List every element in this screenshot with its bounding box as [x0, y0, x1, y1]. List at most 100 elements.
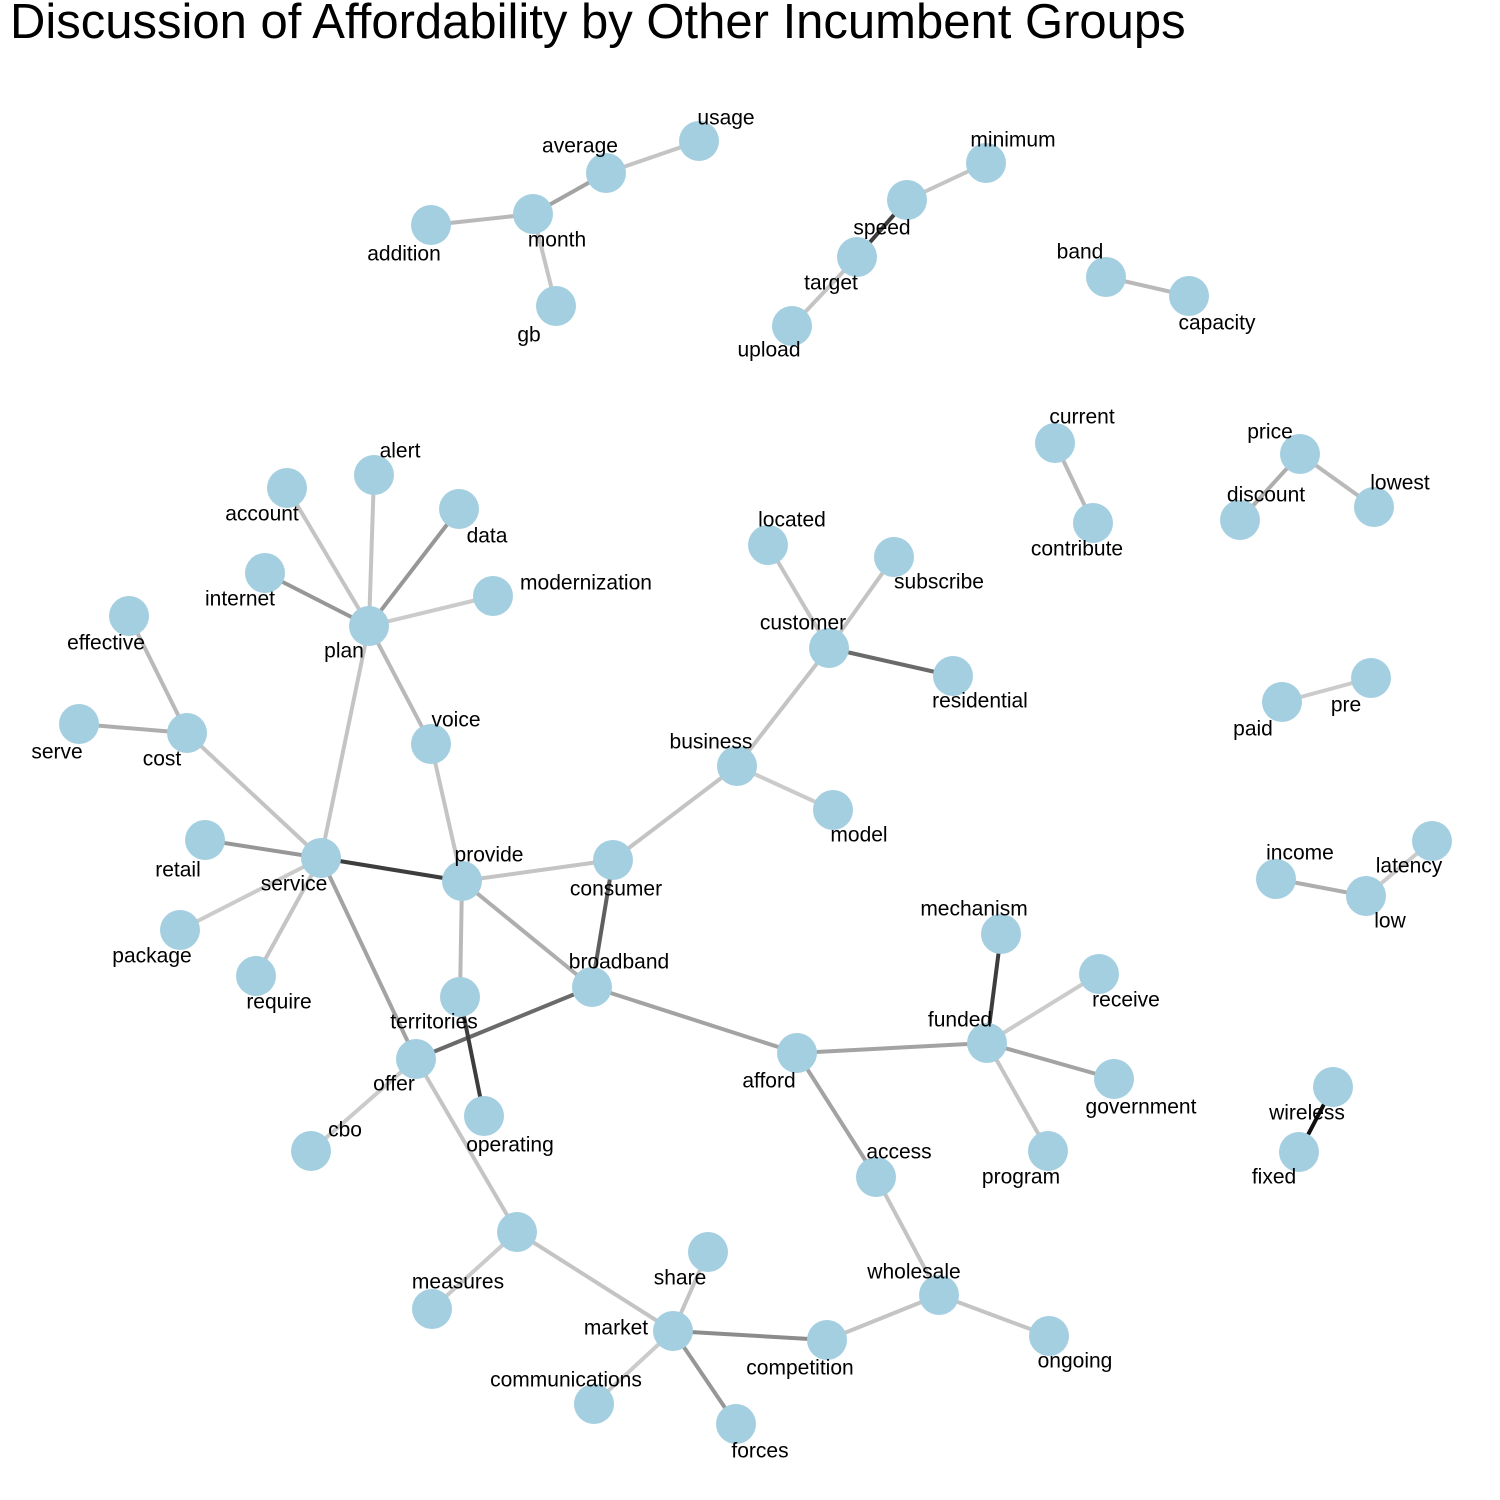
- node-label-latency: latency: [1376, 855, 1443, 878]
- node-label-plan: plan: [324, 640, 364, 663]
- node-communications: [574, 1384, 614, 1424]
- node-label-upload: upload: [737, 339, 800, 362]
- node-label-provide: provide: [455, 844, 524, 867]
- node-label-fixed: fixed: [1252, 1166, 1296, 1189]
- node-territories: [440, 977, 480, 1017]
- edge-measures_top-market: [515, 1230, 675, 1333]
- edge-offer-measures_top: [414, 1057, 519, 1234]
- node-ongoing: [1029, 1316, 1069, 1356]
- node-business: [717, 746, 757, 786]
- node-current: [1035, 423, 1075, 463]
- node-label-territories: territories: [390, 1011, 478, 1034]
- edge-service-package: [179, 856, 322, 932]
- node-income: [1256, 859, 1296, 899]
- page-title: Discussion of Affordability by Other Inc…: [10, 0, 1186, 49]
- node-label-low: low: [1374, 910, 1406, 933]
- node-cbo: [291, 1131, 331, 1171]
- node-alert: [354, 455, 394, 495]
- node-label-internet: internet: [205, 588, 275, 611]
- node-measures-top: [497, 1212, 537, 1252]
- edge-cost-service: [185, 731, 323, 860]
- node-label-modernization: modernization: [520, 572, 652, 595]
- node-model: [813, 790, 853, 830]
- edge-broadband-afford: [591, 985, 798, 1055]
- node-label-retail: retail: [155, 859, 201, 882]
- edge-provide-broadband: [460, 879, 594, 989]
- node-label-paid: paid: [1233, 718, 1273, 741]
- edge-funded-program: [985, 1042, 1050, 1152]
- node-funded: [967, 1023, 1007, 1063]
- node-band: [1086, 257, 1126, 297]
- node-label-model: model: [830, 824, 887, 847]
- node-fixed: [1279, 1132, 1319, 1172]
- node-label-addition: addition: [367, 243, 441, 266]
- labels-layer: usage average month addition gb minimum speed t…: [31, 107, 1442, 1463]
- node-account: [267, 468, 307, 508]
- node-label-require: require: [246, 991, 311, 1014]
- edge-provide-consumer: [461, 858, 614, 883]
- node-label-broadband: broadband: [569, 951, 669, 974]
- node-operating: [464, 1096, 504, 1136]
- node-lowest: [1354, 487, 1394, 527]
- edge-competition-wholesale: [826, 1293, 940, 1342]
- node-label-funded: funded: [928, 1009, 992, 1032]
- edge-modernization-plan: [368, 594, 494, 628]
- node-speed: [887, 180, 927, 220]
- node-government: [1094, 1059, 1134, 1099]
- node-label-wireless: wireless: [1268, 1102, 1345, 1125]
- edge-customer-residential: [828, 646, 954, 678]
- node-label-customer: customer: [760, 612, 846, 635]
- node-mechanism: [981, 914, 1021, 954]
- node-label-band: band: [1057, 241, 1104, 264]
- node-consumer: [593, 840, 633, 880]
- node-subscribe: [874, 537, 914, 577]
- edge-broadband-offer: [415, 985, 593, 1061]
- edge-access-wholesale: [874, 1176, 941, 1296]
- node-label-offer: offer: [373, 1073, 415, 1096]
- node-afford: [777, 1033, 817, 1073]
- edge-data-plan: [367, 507, 461, 628]
- node-addition: [411, 205, 451, 245]
- node-competition: [807, 1320, 847, 1360]
- node-label-average: average: [542, 135, 618, 158]
- node-upload: [772, 306, 812, 346]
- node-label-receive: receive: [1092, 989, 1160, 1012]
- node-wireless: [1313, 1067, 1353, 1107]
- node-usage: [679, 121, 719, 161]
- node-program: [1028, 1131, 1068, 1171]
- node-label-package: package: [112, 945, 191, 968]
- node-label-capacity: capacity: [1178, 312, 1256, 335]
- node-paid: [1262, 682, 1302, 722]
- node-modernization: [473, 576, 513, 616]
- node-label-income: income: [1266, 842, 1334, 865]
- node-cost: [167, 713, 207, 753]
- node-customer: [809, 628, 849, 668]
- node-label-located: located: [758, 509, 826, 532]
- edge-voice-provide: [429, 743, 464, 882]
- edge-plan-service: [319, 625, 371, 859]
- node-pre: [1351, 658, 1391, 698]
- node-label-cbo: cbo: [328, 1119, 362, 1142]
- node-measures: [412, 1289, 452, 1329]
- edge-service-offer: [319, 857, 418, 1060]
- edge-consumer-broadband: [590, 859, 615, 988]
- node-access: [856, 1157, 896, 1197]
- node-contribute: [1073, 503, 1113, 543]
- node-label-communications: communications: [490, 1369, 642, 1392]
- node-forces: [716, 1404, 756, 1444]
- node-label-share: share: [654, 1267, 707, 1290]
- node-plan: [349, 606, 389, 646]
- node-label-business: business: [670, 731, 753, 754]
- node-label-gb: gb: [517, 324, 540, 347]
- node-wholesale: [919, 1275, 959, 1315]
- node-label-target: target: [804, 272, 858, 295]
- node-label-minimum: minimum: [970, 129, 1055, 152]
- node-label-data: data: [467, 525, 508, 548]
- node-average: [586, 153, 626, 193]
- edge-afford-funded: [796, 1041, 988, 1055]
- node-label-month: month: [528, 229, 586, 252]
- node-market: [653, 1311, 693, 1351]
- node-data: [439, 489, 479, 529]
- node-capacity: [1169, 276, 1209, 316]
- node-voice: [411, 724, 451, 764]
